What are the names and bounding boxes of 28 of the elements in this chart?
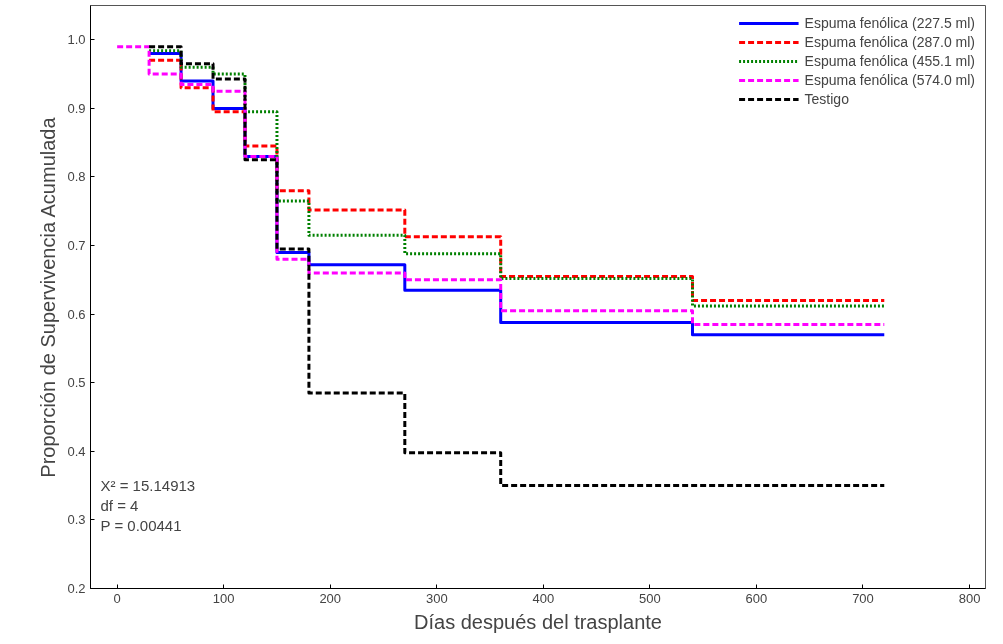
y-tick-label: 0.5: [67, 375, 86, 391]
y-tick-label: 0.9: [67, 100, 86, 116]
y-tick-label: 0.3: [67, 512, 86, 528]
annotation: P = 0.00441: [100, 516, 182, 534]
y-tick-label: 0.2: [67, 581, 86, 596]
x-tick-label: 300: [425, 590, 448, 606]
annotation: df = 4: [100, 496, 139, 514]
legend-label: Espuma fenólica (227.5 ml): [804, 15, 975, 31]
y-tick-label: 0.6: [67, 306, 86, 322]
y-axis-title: Proporción de Supervivencia Acumulada: [37, 116, 60, 478]
x-axis-title: Días después del trasplante: [414, 610, 662, 633]
annotation: X² = 15.14913: [100, 476, 196, 494]
y-tick-label: 1.0: [67, 32, 86, 48]
y-tick-label: 0.8: [67, 169, 86, 185]
x-tick-label: 200: [319, 590, 342, 606]
y-tick-label: 0.7: [67, 238, 86, 254]
legend-label: Testigo: [804, 91, 849, 107]
x-tick-label: 0: [113, 590, 121, 606]
x-tick-label: 800: [958, 590, 981, 606]
legend-label: Espuma fenólica (455.1 ml): [804, 53, 975, 69]
y-tick-label: 0.4: [67, 443, 86, 459]
x-tick-label: 100: [212, 590, 235, 606]
legend-label: Espuma fenólica (574.0 ml): [804, 72, 975, 88]
x-tick-label: 400: [532, 590, 555, 606]
x-tick-label: 600: [745, 590, 768, 606]
x-tick-label: 500: [639, 590, 661, 606]
legend-label: Espuma fenólica (287.0 ml): [804, 34, 975, 50]
x-tick-label: 700: [852, 590, 874, 606]
